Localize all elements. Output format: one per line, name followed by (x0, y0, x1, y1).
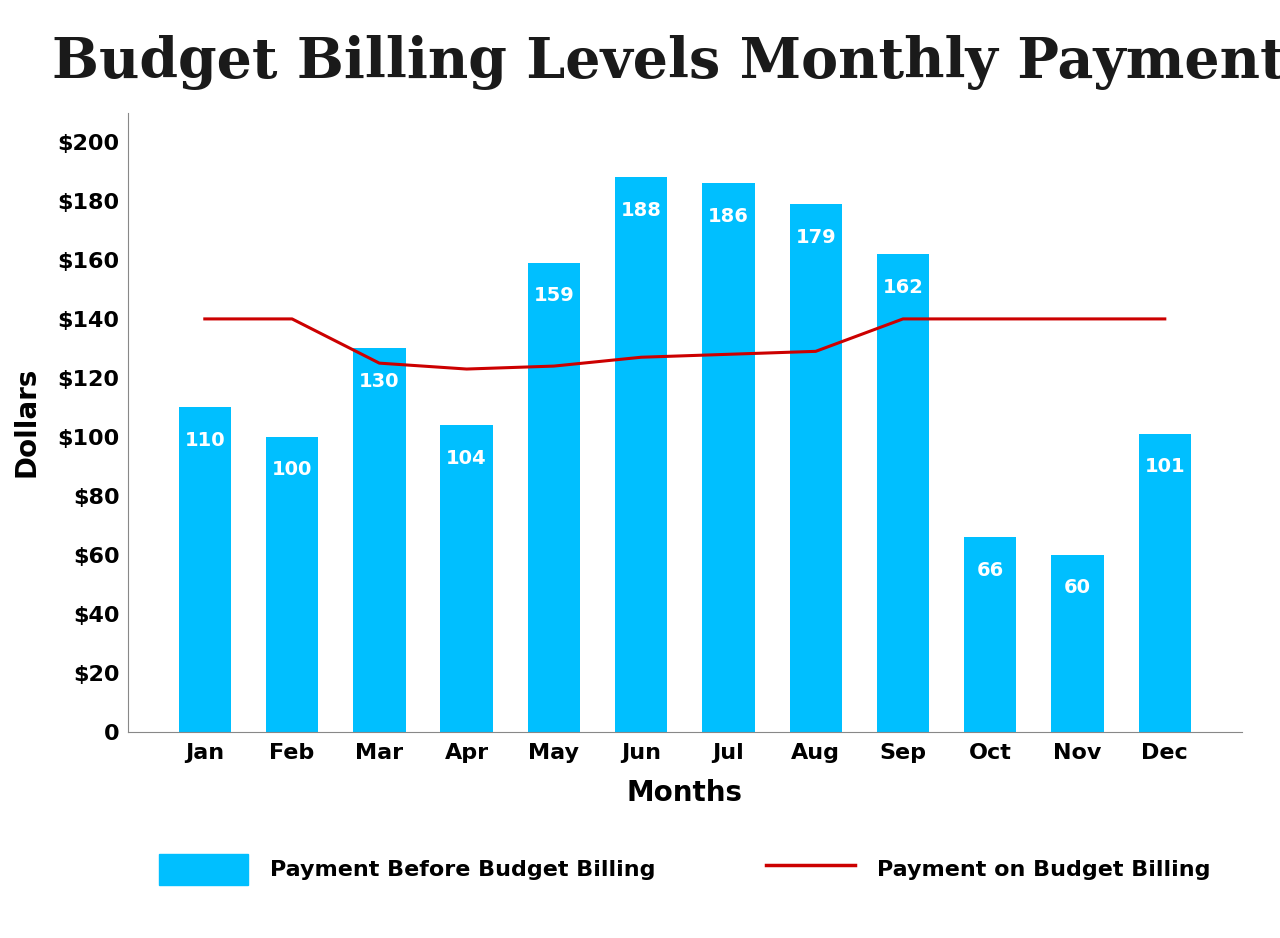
Bar (179, 407, 230, 732)
Text: 186: 186 (708, 207, 749, 226)
Bar (527, 263, 580, 732)
Bar (1139, 434, 1190, 732)
Text: 100: 100 (271, 461, 312, 479)
Legend: Payment Before Budget Billing, Payment on Budget Billing: Payment Before Budget Billing, Payment o… (150, 844, 1220, 894)
Title: Budget Billing Levels Monthly Payments: Budget Billing Levels Monthly Payments (52, 35, 1280, 90)
Bar (266, 437, 319, 732)
Text: 159: 159 (534, 286, 575, 306)
Bar (703, 183, 755, 732)
Text: 66: 66 (977, 561, 1004, 580)
Text: 101: 101 (1144, 458, 1185, 477)
Text: 179: 179 (795, 228, 836, 247)
Y-axis label: Dollars: Dollars (13, 367, 41, 477)
Bar (1051, 554, 1103, 732)
Text: 162: 162 (882, 278, 923, 296)
Bar (353, 348, 406, 732)
Bar (614, 177, 667, 732)
Text: 104: 104 (447, 448, 486, 468)
Text: 110: 110 (184, 431, 225, 450)
Bar (964, 537, 1016, 732)
Text: 130: 130 (360, 372, 399, 391)
Bar (440, 425, 493, 732)
Text: 188: 188 (621, 201, 662, 220)
Bar (877, 254, 929, 732)
X-axis label: Months: Months (627, 779, 742, 808)
Text: 60: 60 (1064, 579, 1091, 598)
Bar (790, 204, 842, 732)
